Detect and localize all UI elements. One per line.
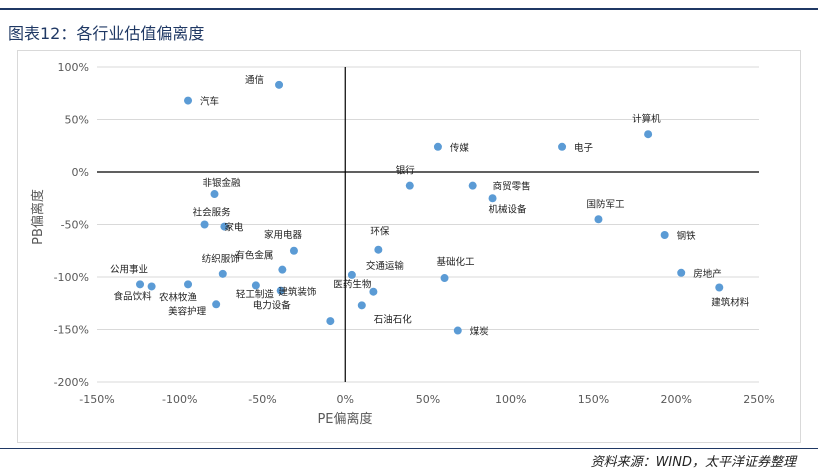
scatter-point <box>184 96 193 105</box>
axes <box>97 67 759 382</box>
scatter-point <box>289 246 298 255</box>
point-label: 农林牧渔 <box>159 291 198 303</box>
point-label: 非银金融 <box>203 177 242 189</box>
scatter-point <box>347 270 356 279</box>
point-label: 钢铁 <box>677 230 697 242</box>
scatter-point <box>220 222 229 231</box>
y-tick-label: -100% <box>54 271 89 284</box>
scatter-point <box>374 245 383 254</box>
scatter-point <box>218 269 227 278</box>
scatter-point <box>558 142 567 151</box>
scatter-point <box>200 220 209 229</box>
footer-rule <box>0 448 818 449</box>
point-label: 电力设备 <box>253 300 292 312</box>
point-label: 计算机 <box>632 113 661 125</box>
x-tick-label: 150% <box>578 393 609 406</box>
scatter-point <box>594 215 603 224</box>
scatter-point <box>276 286 285 295</box>
scatter-point <box>440 274 449 283</box>
point-label: 房地产 <box>693 268 722 280</box>
x-tick-label: 250% <box>743 393 774 406</box>
point-label: 轻工制造 <box>236 288 275 300</box>
y-tick-label: 0% <box>72 166 89 179</box>
chart-frame: 100% 50% 0% -50% -100% -150% -200% -150% -100% -… <box>17 50 801 443</box>
figure-title: 图表12：各行业估值偏离度 <box>8 24 205 43</box>
x-tick-label: 100% <box>495 393 526 406</box>
y-tick-labels: 100% 50% 0% -50% -100% -150% -200% <box>54 61 89 389</box>
point-label: 通信 <box>245 74 264 86</box>
point-label: 家用电器 <box>264 229 303 241</box>
x-tick-label: 200% <box>661 393 692 406</box>
point-label: 纺织服饰 <box>202 253 240 265</box>
scatter-chart: 100%50%0%-50%-100%-150%-200% -150% -100% -… <box>30 61 775 427</box>
point-label: 商贸零售 <box>493 181 531 193</box>
point-label: 有色金属 <box>235 250 273 262</box>
x-tick-label: -150% <box>79 393 114 406</box>
point-label: 公用事业 <box>110 263 148 275</box>
x-tick-label: 0% <box>337 393 354 406</box>
x-tick-labels: -150% -100% -50% 0% 50% 100% 150% 200% 250% <box>79 393 774 406</box>
header-rule <box>0 8 818 10</box>
point-label: 美容护理 <box>168 305 207 317</box>
scatter-point <box>275 80 284 89</box>
scatter-point <box>715 283 724 292</box>
point-label: 电子 <box>574 142 594 154</box>
scatter-point <box>278 265 287 274</box>
point-label: 社会服务 <box>193 207 232 219</box>
scatter-point <box>677 268 686 277</box>
source-note: 资料来源：WIND，太平洋证券整理 <box>590 455 796 470</box>
point-label: 汽车 <box>200 96 219 108</box>
scatter-point <box>453 326 462 335</box>
point-label: 基础化工 <box>437 256 476 268</box>
scatter-point <box>468 181 477 190</box>
x-tick-label: -100% <box>162 393 197 406</box>
scatter-point <box>184 280 193 289</box>
scatter-point <box>326 317 335 326</box>
y-tick-label: -200% <box>54 376 89 389</box>
scatter-point <box>488 194 497 203</box>
scatter-point <box>210 190 219 199</box>
scatter-point <box>644 130 653 139</box>
y-tick-label: -150% <box>54 324 89 337</box>
scatter-point <box>433 142 442 151</box>
point-label: 传媒 <box>450 142 470 154</box>
y-tick-label: 100% <box>58 61 89 74</box>
scatter-point <box>136 280 145 289</box>
scatter-point <box>405 181 414 190</box>
scatter-point <box>147 282 156 291</box>
y-axis-label: PB偏离度 <box>30 189 46 245</box>
point-label: 食品饮料 <box>114 290 153 302</box>
y-tick-label: -50% <box>61 219 89 232</box>
scatter-point <box>212 300 221 309</box>
data-points <box>136 80 724 335</box>
point-label: 银行 <box>396 165 416 177</box>
point-label: 国防军工 <box>586 198 625 210</box>
point-label: 家电 <box>224 222 244 234</box>
point-label: 交通运输 <box>366 260 405 272</box>
scatter-point <box>251 281 260 290</box>
point-label: 煤炭 <box>470 326 490 338</box>
point-label: 建筑装饰 <box>278 286 316 298</box>
scatter-point <box>357 301 366 310</box>
point-label: 环保 <box>370 226 390 238</box>
point-label: 石油石化 <box>374 313 413 325</box>
x-tick-label: -50% <box>248 393 276 406</box>
point-label: 机械设备 <box>489 203 528 215</box>
scatter-point <box>369 287 378 296</box>
y-tick-label: 50% <box>65 114 89 127</box>
scatter-point <box>660 231 669 239</box>
x-axis-label: PE偏离度 <box>317 411 372 427</box>
point-label: 医药生物 <box>333 279 372 291</box>
point-label: 建筑材料 <box>711 297 750 309</box>
x-tick-label: 50% <box>416 393 440 406</box>
